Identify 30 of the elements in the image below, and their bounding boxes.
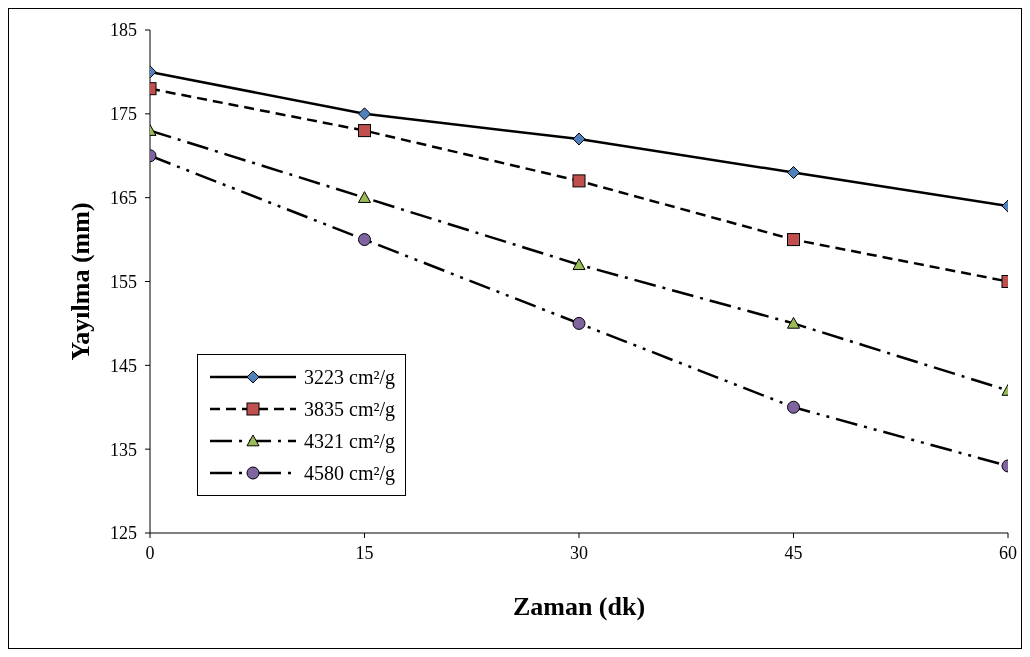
legend-label: 3223 cm²/g: [304, 365, 395, 389]
point: [787, 166, 800, 180]
point: [572, 316, 586, 330]
x-tick-label: 0: [145, 542, 155, 563]
point: [787, 233, 800, 247]
y-tick-label: 135: [110, 439, 137, 460]
point: [358, 124, 371, 138]
legend-label: 4580 cm²/g: [304, 461, 395, 485]
y-tick-label: 165: [110, 188, 137, 209]
point: [358, 191, 371, 203]
point: [787, 316, 800, 329]
x-tick-label: 60: [999, 542, 1017, 563]
point: [572, 174, 586, 188]
x-axis-title: Zaman (dk): [512, 592, 646, 621]
y-tick-label: 145: [110, 355, 137, 376]
y-tick-label: 155: [110, 271, 137, 292]
y-axis-title: Yayılma (mm): [66, 202, 96, 361]
point: [358, 233, 371, 247]
legend-label: 4321 cm²/g: [304, 429, 395, 453]
point: [572, 132, 586, 146]
x-tick-label: 30: [570, 542, 588, 563]
y-tick-label: 185: [110, 20, 137, 41]
point: [572, 258, 586, 271]
y-tick-label: 125: [110, 523, 137, 544]
y-tick-label: 175: [110, 104, 137, 125]
x-tick-label: 45: [784, 542, 803, 563]
x-tick-label: 15: [355, 542, 374, 563]
point: [358, 107, 371, 121]
legend-label: 3835 cm²/g: [304, 397, 395, 421]
point: [787, 400, 800, 414]
